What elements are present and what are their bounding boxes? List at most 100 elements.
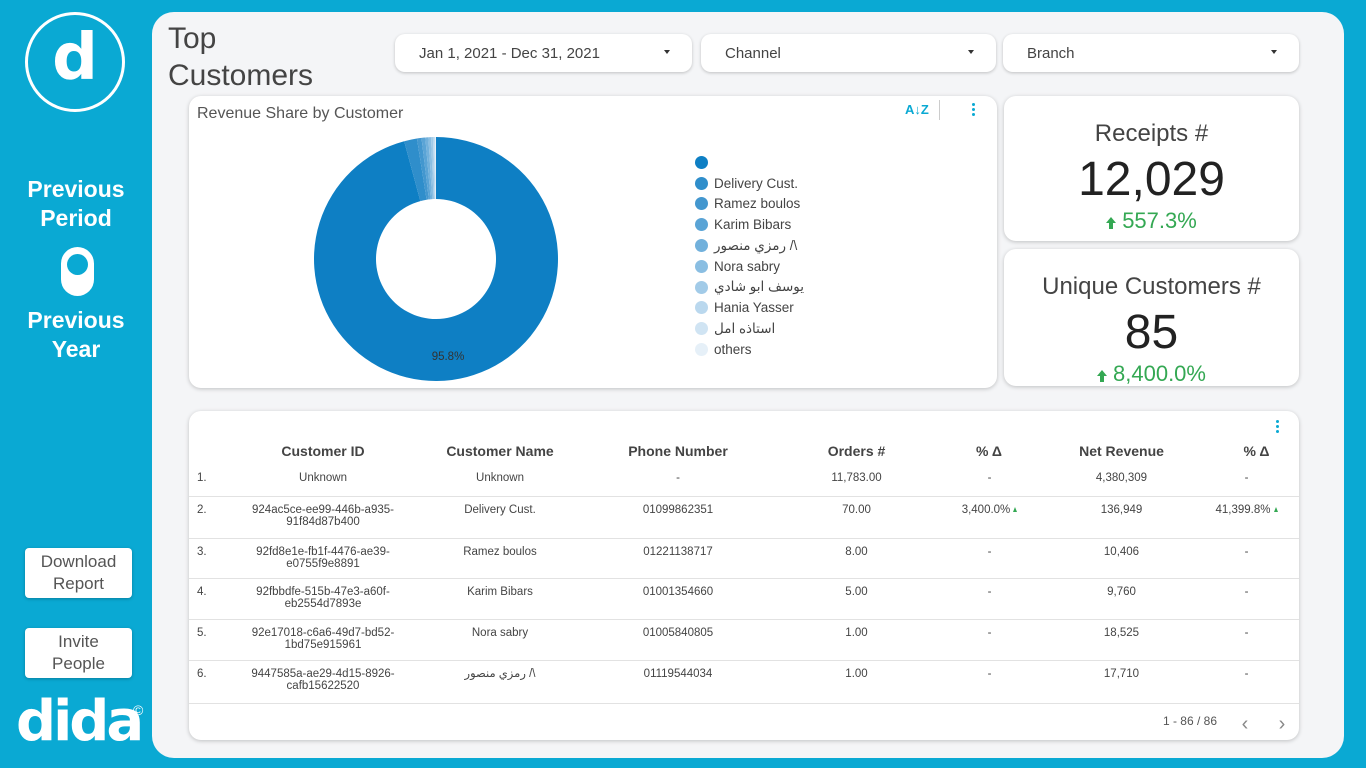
previous-year-line2: Year bbox=[51, 336, 101, 362]
receipts-delta: 557.3% bbox=[1004, 208, 1299, 234]
page-title-line2: Customers bbox=[168, 59, 314, 92]
date-range-filter[interactable]: Jan 1, 2021 - Dec 31, 2021 bbox=[395, 34, 692, 72]
cell-customer-name: Ramez boulos bbox=[425, 546, 575, 559]
cell-orders-delta-text: - bbox=[987, 668, 992, 680]
cell-net-revenue-text: 18,525 bbox=[1103, 627, 1140, 639]
legend-item[interactable]: Delivery Cust. bbox=[695, 173, 804, 194]
legend-label: استاذه امل bbox=[714, 320, 776, 336]
table-row[interactable]: 3. 92fd8e1e-fb1f-4476-ae39- e0755f9e8891 Ra… bbox=[189, 539, 1299, 579]
legend-item[interactable]: others bbox=[695, 339, 804, 360]
cell-orders-text: 1.00 bbox=[845, 668, 868, 680]
slice-data-label: 95.8% bbox=[432, 351, 465, 363]
cell-customer-name: Nora sabry bbox=[425, 627, 575, 640]
previous-year-label[interactable]: Previous Year bbox=[0, 306, 152, 364]
legend-item[interactable]: Nora sabry bbox=[695, 256, 804, 277]
cell-phone-number: 01001354660 bbox=[603, 586, 753, 599]
revenue-share-donut: 95.8% bbox=[313, 137, 558, 381]
row-index-text: 6. bbox=[197, 668, 207, 680]
legend-item[interactable]: رمزي منصور /\ bbox=[695, 235, 804, 256]
legend-item[interactable]: استاذه امل bbox=[695, 318, 804, 339]
more-options-icon[interactable] bbox=[970, 103, 976, 119]
cell-net-revenue-text: 136,949 bbox=[1100, 504, 1143, 516]
donut-slice[interactable] bbox=[404, 138, 427, 202]
cell-phone-number-text: 01119544034 bbox=[643, 668, 713, 680]
donut-slice[interactable] bbox=[434, 137, 436, 200]
cell-orders-delta: - bbox=[937, 668, 1042, 681]
table-row[interactable]: 7.92df6a3f-4b1c-491d-b66dRehab ahmed0100… bbox=[189, 704, 1299, 709]
cell-customer-name-text: Ramez boulos bbox=[463, 546, 537, 558]
chevron-right-icon[interactable]: › bbox=[1278, 713, 1286, 735]
pagination-text: 1 - 86 / 86 bbox=[1162, 714, 1217, 728]
cell-net-revenue: 4,380,309 bbox=[1059, 472, 1184, 485]
legend-item[interactable] bbox=[695, 152, 804, 173]
invite-people-button[interactable]: Invite People bbox=[25, 628, 132, 678]
chevron-left-icon[interactable]: ‹ bbox=[1241, 713, 1249, 735]
header-divider bbox=[939, 100, 940, 120]
table-row[interactable]: 5. 92e17018-c6a6-49d7-bd52- 1bd75e915961 No… bbox=[189, 620, 1299, 661]
cell-customer-id-line2: cafb15622520 bbox=[286, 679, 360, 692]
legend-swatch bbox=[695, 176, 708, 190]
toggle-knob bbox=[67, 254, 88, 275]
donut-slice[interactable] bbox=[432, 137, 436, 200]
comparison-toggle[interactable] bbox=[61, 247, 94, 296]
invite-people-line1: Invite bbox=[58, 632, 99, 651]
cell-customer-id: 924ac5ce-ee99-446b-a935- 91f84d87b400 bbox=[233, 504, 413, 528]
row-index: 4. bbox=[197, 586, 227, 599]
column-header-customer-name[interactable]: Customer Name bbox=[446, 443, 554, 459]
legend-item[interactable]: Hania Yasser bbox=[695, 298, 804, 319]
cell-revenue-delta-text: - bbox=[1244, 668, 1249, 680]
download-report-button[interactable]: Download Report bbox=[25, 548, 132, 598]
legend-swatch bbox=[695, 322, 708, 336]
donut-slice[interactable] bbox=[313, 137, 558, 381]
cell-customer-name: Delivery Cust. bbox=[425, 504, 575, 517]
row-index: 5. bbox=[197, 627, 227, 640]
table-row[interactable]: 6. 9447585a-ae29-4d15-8926- cafb15622520 رم… bbox=[189, 661, 1299, 704]
column-header-orders[interactable]: Orders # bbox=[827, 443, 886, 459]
cell-phone-number: 01119544034 bbox=[603, 668, 753, 681]
cell-customer-id: 9447585a-ae29-4d15-8926- cafb15622520 bbox=[233, 668, 413, 692]
cell-phone-number-text: 01001354660 bbox=[642, 586, 714, 598]
arrow-up-icon bbox=[1106, 217, 1117, 229]
table-row[interactable]: 1. Unknown Unknown - 11,783.00 - 4,380,309 - bbox=[189, 469, 1299, 497]
cell-revenue-delta: - bbox=[1189, 668, 1299, 681]
legend-swatch bbox=[695, 218, 708, 232]
donut-slice[interactable] bbox=[425, 137, 433, 200]
column-header-revenue-delta[interactable]: % Δ bbox=[1243, 443, 1270, 459]
legend-label: others bbox=[714, 342, 752, 358]
cell-customer-id-line2: eb2554d7893e bbox=[284, 597, 362, 610]
sort-az-icon[interactable]: A↓Z bbox=[905, 102, 929, 117]
cell-customer-id-text: 92fd8e1e-fb1f-4476-ae39- bbox=[256, 546, 390, 558]
chevron-down-icon bbox=[1271, 50, 1277, 54]
cell-customer-name-text: Delivery Cust. bbox=[464, 504, 536, 516]
cell-customer-id-line2: 1bd75e915961 bbox=[284, 638, 362, 651]
cell-orders: 5.00 bbox=[799, 586, 914, 599]
donut-slice[interactable] bbox=[416, 137, 429, 200]
table-more-options-icon[interactable] bbox=[1274, 420, 1280, 436]
channel-filter[interactable]: Channel bbox=[701, 34, 996, 72]
cell-customer-name-text: رمزي منصور /\ bbox=[464, 668, 536, 680]
legend-item[interactable]: يوسف ابو شادي bbox=[695, 277, 804, 298]
table-row[interactable]: 2. 924ac5ce-ee99-446b-a935- 91f84d87b400 De… bbox=[189, 497, 1299, 539]
cell-customer-name: رمزي منصور /\ bbox=[425, 668, 575, 681]
column-header-phone-number[interactable]: Phone Number bbox=[628, 443, 728, 459]
column-header-orders-delta[interactable]: % Δ bbox=[976, 443, 1002, 459]
column-header-customer-id[interactable]: Customer ID bbox=[281, 443, 365, 459]
legend-label: يوسف ابو شادي bbox=[714, 279, 805, 295]
unique-customers-delta: 8,400.0% bbox=[1004, 361, 1299, 387]
donut-slice[interactable] bbox=[421, 137, 431, 200]
donut-slice[interactable] bbox=[435, 137, 436, 200]
previous-period-label[interactable]: Previous Period bbox=[0, 175, 152, 233]
cell-revenue-delta: - bbox=[1189, 472, 1299, 485]
cell-orders-delta-text: - bbox=[987, 472, 992, 484]
column-header-net-revenue[interactable]: Net Revenue bbox=[1079, 443, 1164, 459]
donut-slice[interactable] bbox=[428, 137, 434, 200]
cell-net-revenue: 10,406 bbox=[1059, 546, 1184, 559]
cell-orders-text: 70.00 bbox=[842, 504, 871, 516]
row-index-text: 3. bbox=[197, 546, 207, 558]
donut-slice[interactable] bbox=[431, 137, 435, 200]
cell-orders-delta: 3,400.0% bbox=[937, 504, 1042, 517]
table-row[interactable]: 4. 92fbbdfe-515b-47e3-a60f-eb2554d7893e Ka… bbox=[189, 579, 1299, 620]
branch-filter[interactable]: Branch bbox=[1003, 34, 1299, 72]
legend-item[interactable]: Ramez boulos bbox=[695, 194, 804, 215]
legend-item[interactable]: Karim Bibars bbox=[695, 214, 804, 235]
